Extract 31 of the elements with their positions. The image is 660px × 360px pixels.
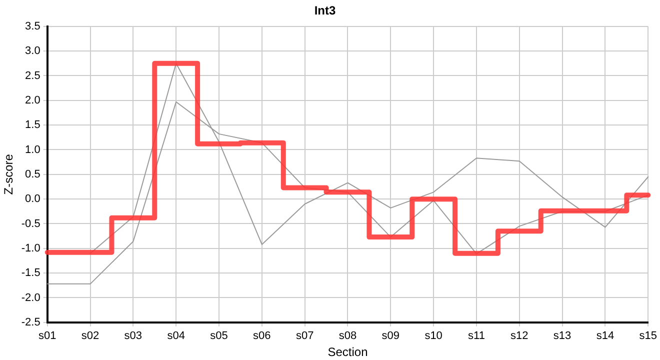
y-tick-label: 3.0	[25, 45, 40, 58]
x-tick-label: s02	[81, 330, 100, 342]
x-tick-label: s05	[210, 330, 228, 342]
x-tick-label: s14	[596, 330, 614, 342]
x-tick-label: s06	[253, 330, 271, 342]
x-tick-label: s11	[468, 330, 485, 342]
x-tick-label: s07	[296, 330, 314, 342]
x-tick-label: s13	[553, 330, 572, 342]
y-tick-label: -2.0	[21, 292, 40, 304]
x-tick-label: s01	[38, 330, 56, 342]
y-tick-label: -1.5	[21, 267, 40, 280]
x-tick-label: s08	[338, 330, 357, 342]
x-tick-label: s12	[510, 330, 528, 342]
x-tick-label: s15	[639, 330, 658, 342]
y-tick-label: -2.5	[21, 316, 40, 328]
chart-title: Int3	[314, 4, 336, 18]
x-tick-label: s03	[124, 330, 142, 342]
y-tick-label: -0.5	[21, 218, 40, 230]
y-tick-label: 3.5	[25, 20, 40, 32]
y-axis-title: Z-score	[2, 154, 16, 195]
y-tick-label: 1.5	[25, 119, 40, 132]
y-tick-label: 1.0	[25, 144, 40, 156]
x-tick-label: s04	[167, 330, 185, 342]
y-tick-label: 0.5	[25, 168, 40, 180]
x-tick-label: s10	[424, 330, 442, 342]
y-tick-label: 2.5	[25, 70, 40, 82]
y-tick-label: -1.0	[21, 242, 40, 254]
y-tick-label: 0.0	[25, 193, 40, 206]
x-tick-label: s09	[382, 330, 400, 342]
y-tick-label: 2.0	[25, 94, 40, 106]
x-axis-title: Section	[328, 345, 368, 360]
